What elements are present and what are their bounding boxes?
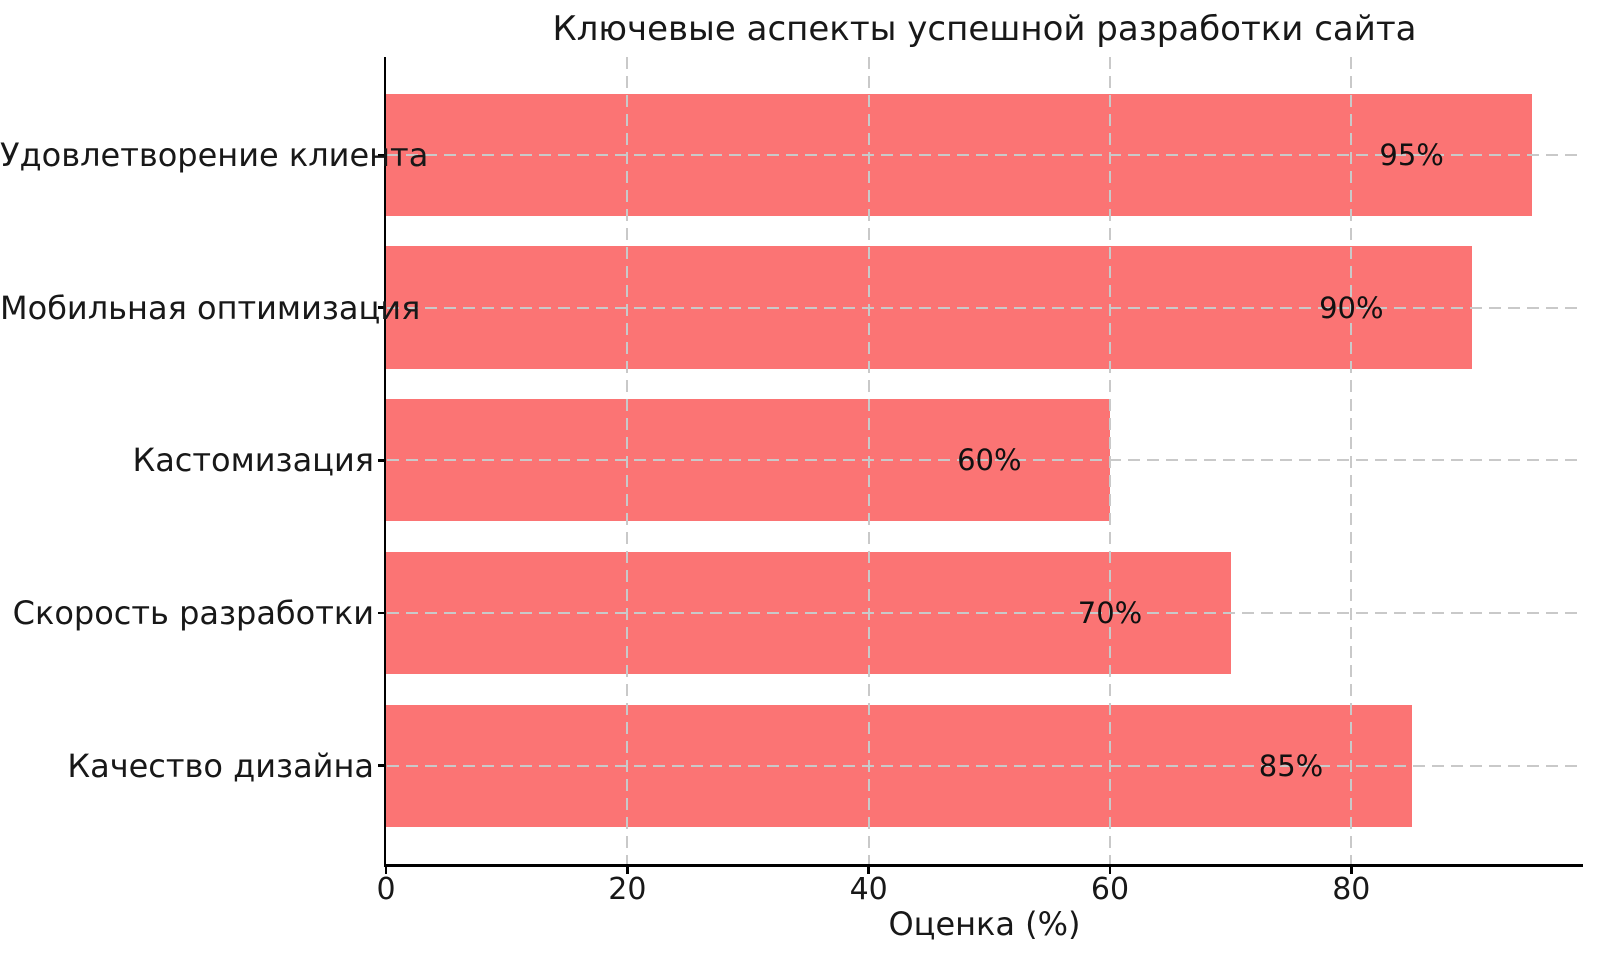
gridline-horizontal (387, 459, 1583, 462)
x-tick-label: 20 (608, 871, 647, 907)
bar-value-label: 85% (1258, 748, 1324, 783)
chart-title: Ключевые аспекты успешной разработки сай… (552, 9, 1417, 49)
x-tick-label: 80 (1332, 871, 1371, 907)
gridline-vertical (626, 57, 629, 864)
x-tick-mark (1108, 866, 1112, 874)
y-tick-label: Качество дизайна (67, 746, 374, 785)
x-tick-mark (1350, 866, 1353, 874)
y-tick-label: Кастомизация (132, 441, 374, 480)
y-tick-label: Удовлетворение клиента (0, 135, 429, 174)
y-tick-label: Мобильная оптимизация (0, 288, 421, 327)
gridline-vertical (867, 57, 870, 864)
bar-value-label: 90% (1319, 290, 1384, 325)
y-tick-mark (378, 764, 386, 767)
x-tick-label: 0 (376, 871, 396, 907)
bar-value-label: 60% (957, 443, 1022, 478)
y-tick-mark (378, 459, 386, 462)
gridline-vertical (1108, 57, 1111, 864)
gridline-horizontal (387, 764, 1583, 767)
x-tick-mark (867, 866, 870, 874)
x-tick-label: 40 (849, 871, 888, 907)
gridline-horizontal (387, 611, 1583, 614)
y-tick-label: Скорость разработки (12, 593, 374, 632)
y-tick-mark (378, 306, 386, 309)
x-axis-label: Оценка (%) (888, 905, 1081, 943)
y-tick-mark (378, 153, 386, 156)
y-tick-mark (378, 611, 386, 615)
gridline-vertical (1350, 57, 1353, 864)
x-tick-mark (626, 866, 629, 874)
x-tick-label: 60 (1090, 871, 1130, 907)
y-axis-spine (383, 57, 386, 867)
gridline-horizontal (387, 306, 1583, 309)
gridline-horizontal (387, 153, 1583, 156)
bar-value-label: 70% (1077, 595, 1143, 630)
x-tick-mark (384, 866, 388, 874)
x-axis-spine (383, 863, 1583, 867)
bar-value-label: 95% (1379, 137, 1444, 172)
